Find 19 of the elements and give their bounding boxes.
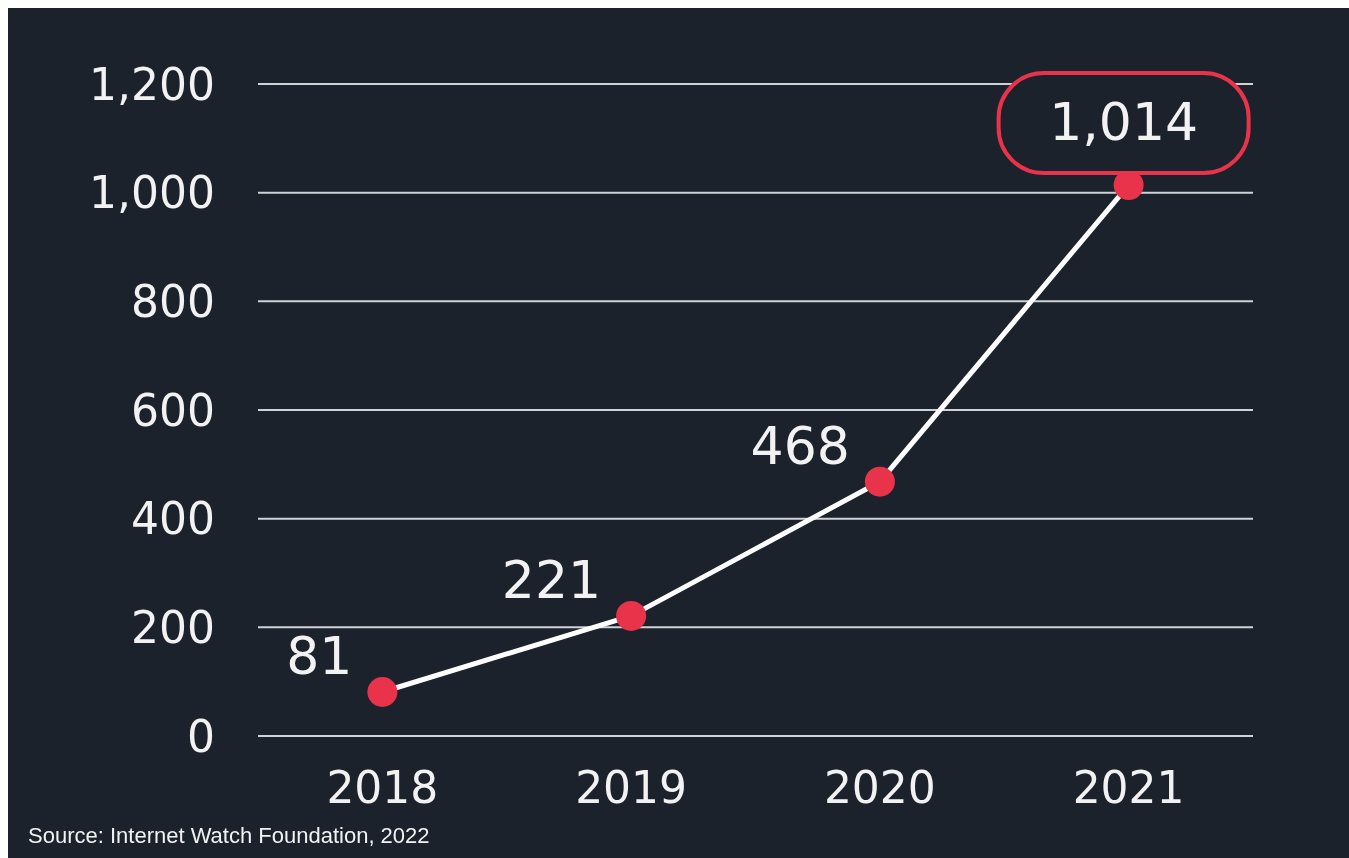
data-label: 1,014 [1049, 92, 1199, 153]
data-label: 81 [286, 625, 353, 686]
y-tick-label: 200 [131, 601, 215, 653]
x-tick-label: 2020 [823, 762, 936, 814]
y-tick-label: 0 [187, 710, 215, 762]
point [864, 466, 895, 497]
source-note: Source: Internet Watch Foundation, 2022 [28, 823, 430, 849]
data-label: 468 [750, 415, 850, 476]
y-tick-label: 600 [131, 384, 215, 436]
y-tick-label: 400 [131, 493, 215, 545]
y-tick-label: 1,200 [89, 58, 215, 110]
y-tick-label: 1,000 [89, 167, 215, 219]
point [616, 600, 647, 631]
x-tick-label: 2019 [575, 762, 688, 814]
data-label: 221 [501, 549, 602, 610]
point [367, 676, 398, 707]
y-tick-label: 800 [131, 275, 215, 327]
x-tick-label: 2018 [326, 762, 439, 814]
x-tick-label: 2021 [1072, 762, 1185, 814]
